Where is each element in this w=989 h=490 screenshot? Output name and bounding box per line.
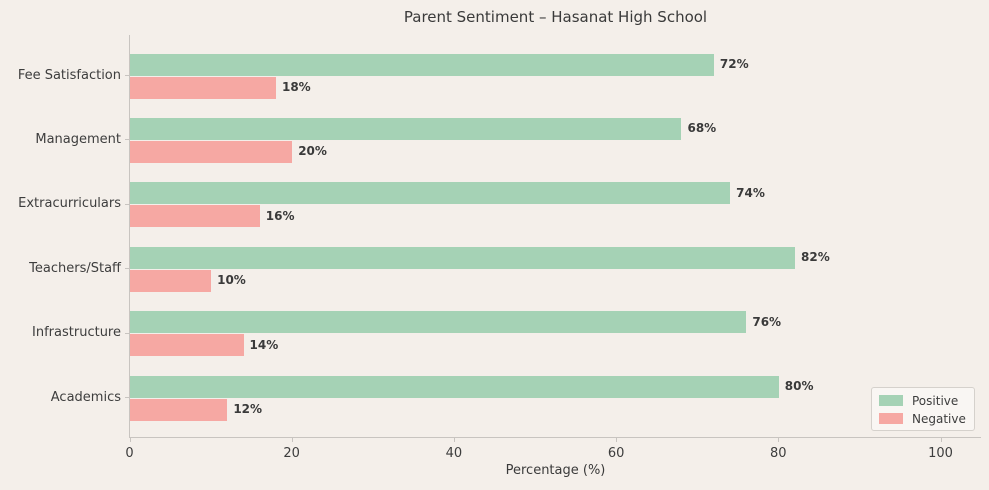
bar-positive	[130, 311, 747, 334]
bar-value-label: 20%	[298, 144, 327, 159]
y-tick-mark	[125, 397, 129, 398]
y-tick-mark	[125, 139, 129, 141]
x-tick-mark	[129, 438, 131, 442]
x-tick-mark	[616, 438, 618, 442]
y-tick-mark	[125, 332, 129, 334]
bar-negative	[130, 334, 244, 357]
x-tick-label: 0	[125, 446, 134, 461]
bar-value-label: 12%	[233, 402, 263, 416]
bar-value-label: 68%	[687, 121, 717, 136]
x-axis-label: Percentage (%)	[505, 463, 606, 478]
x-tick-label: 80	[770, 446, 787, 461]
bar-positive	[130, 375, 779, 398]
bar-negative	[130, 398, 228, 421]
x-tick-mark	[453, 438, 455, 442]
bar-negative	[130, 140, 293, 163]
x-axis-spine	[129, 437, 981, 438]
bar-value-label: 74%	[736, 185, 765, 200]
y-tick-label: Fee Satisfaction	[17, 67, 121, 83]
bar-value-label: 18%	[281, 80, 311, 94]
bar-value-label: 10%	[217, 273, 246, 288]
y-tick-mark	[125, 268, 129, 270]
y-tick-mark	[125, 203, 129, 205]
y-tick-label: Academics	[50, 389, 121, 405]
bar-value-label: 72%	[719, 57, 749, 71]
bar-value-label: 76%	[752, 314, 782, 329]
bar-positive	[130, 117, 682, 140]
bar-negative	[130, 269, 212, 292]
bar-positive	[130, 182, 731, 205]
bar-negative	[130, 205, 260, 228]
bar-value-label: 82%	[801, 250, 830, 265]
bar-negative	[130, 76, 276, 99]
legend-label-negative: Negative	[912, 411, 966, 426]
legend-item-negative: Negative	[879, 411, 967, 426]
legend-swatch-negative-icon	[879, 413, 903, 424]
x-tick-label: 20	[283, 446, 300, 461]
y-tick-label: Teachers/Staff	[29, 260, 121, 276]
x-tick-mark	[940, 438, 942, 442]
bar-value-label: 80%	[784, 379, 814, 393]
chart-title: Parent Sentiment – Hasanat High School	[403, 8, 708, 26]
x-tick-label: 100	[928, 446, 953, 461]
legend-label-positive: Positive	[912, 393, 959, 408]
legend: Positive Negative	[871, 387, 975, 431]
y-tick-label: Infrastructure	[32, 325, 121, 341]
y-tick-label: Management	[35, 131, 121, 147]
x-tick-mark	[778, 438, 780, 442]
legend-swatch-positive-icon	[879, 395, 903, 406]
legend-item-positive: Positive	[879, 393, 967, 408]
x-tick-label: 40	[445, 446, 463, 461]
y-axis-spine	[129, 35, 130, 438]
bar-positive	[130, 53, 714, 76]
bar-value-label: 16%	[265, 208, 295, 223]
bar-positive	[130, 246, 796, 269]
y-tick-mark	[125, 75, 129, 76]
y-tick-label: Extracurriculars	[18, 196, 121, 212]
x-tick-label: 60	[607, 446, 625, 461]
x-tick-mark	[291, 438, 293, 442]
bar-value-label: 14%	[249, 337, 279, 352]
